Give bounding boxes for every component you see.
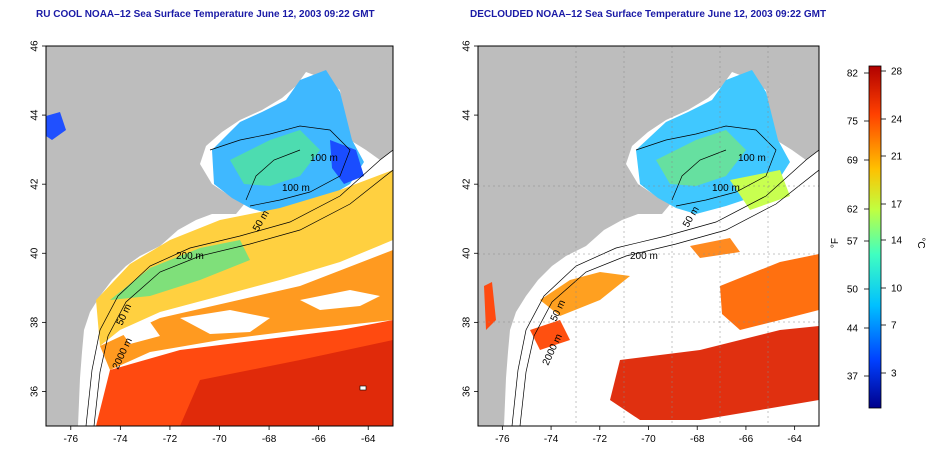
depth-label: 200 m — [176, 251, 204, 262]
celsius-tick-label: 10 — [891, 284, 903, 295]
x-tick-label: -66 — [311, 434, 326, 445]
x-tick-label: -74 — [113, 434, 128, 445]
y-tick-label: 40 — [462, 247, 473, 259]
x-tick-label: -70 — [212, 434, 227, 445]
fahrenheit-axis-label: °F — [830, 238, 841, 248]
x-tick-label: -64 — [787, 434, 802, 445]
x-tick-label: -76 — [495, 434, 510, 445]
celsius-tick-label: 3 — [891, 369, 897, 380]
y-tick-label: 42 — [30, 178, 41, 190]
fahrenheit-tick-label: 62 — [847, 205, 859, 216]
y-tick-label: 36 — [462, 385, 473, 397]
celsius-tick-label: 17 — [891, 200, 903, 211]
fahrenheit-tick-label: 57 — [847, 237, 859, 248]
x-tick-label: -68 — [690, 434, 705, 445]
celsius-tick-label: 21 — [891, 152, 903, 163]
depth-label: 200 m — [630, 251, 658, 262]
fahrenheit-tick-label: 37 — [847, 372, 859, 383]
celsius-tick-label: 28 — [891, 67, 903, 78]
land-mass — [478, 46, 819, 426]
right-axes: -76 -74 -72 -70 -68 -66 -64 36 38 40 42 44 46 — [462, 40, 803, 445]
x-tick-label: -70 — [641, 434, 656, 445]
left-axes: -76 -74 -72 -70 -68 -66 -64 36 38 40 42 44 46 — [29, 40, 375, 445]
celsius-axis-label: °C — [915, 237, 926, 248]
x-tick-label: -68 — [262, 434, 277, 445]
y-tick-label: 42 — [462, 178, 473, 190]
land-mass — [46, 46, 393, 426]
right-map-title: DECLOUDED NOAA–12 Sea Surface Temperatur… — [470, 9, 827, 20]
x-tick-label: -76 — [64, 434, 79, 445]
celsius-tick-label: 7 — [891, 321, 897, 332]
x-tick-label: -66 — [739, 434, 754, 445]
x-tick-label: -72 — [593, 434, 608, 445]
y-tick-label: 46 — [462, 40, 473, 52]
x-tick-label: -74 — [544, 434, 559, 445]
fahrenheit-tick-label: 75 — [847, 117, 859, 128]
depth-label: 100 m — [310, 153, 338, 164]
x-tick-label: -72 — [163, 434, 178, 445]
depth-label: 100 m — [738, 153, 766, 164]
y-tick-label: 40 — [29, 247, 40, 259]
left-map-panel: 100 m 100 m 50 m 200 m 50 m 2000 m — [45, 45, 394, 427]
x-tick-label: -64 — [361, 434, 376, 445]
temperature-colorbar: 82 75 69 62 57 50 44 37 28 24 21 17 14 10 7 3 °F °C — [830, 65, 926, 409]
y-tick-label: 44 — [30, 109, 41, 121]
fahrenheit-tick-label: 44 — [847, 324, 859, 335]
depth-label: 100 m — [712, 183, 740, 194]
right-map-panel: 100 m 100 m 50 m 200 m 50 m 2000 m — [477, 45, 820, 427]
fahrenheit-tick-label: 69 — [847, 156, 859, 167]
y-tick-label: 46 — [30, 40, 41, 52]
y-tick-label: 44 — [462, 109, 473, 121]
fahrenheit-tick-label: 50 — [847, 285, 859, 296]
celsius-tick-label: 14 — [891, 236, 903, 247]
y-tick-label: 38 — [30, 316, 41, 328]
celsius-tick-label: 24 — [891, 115, 903, 126]
y-tick-label: 36 — [30, 385, 41, 397]
y-tick-label: 38 — [462, 316, 473, 328]
fahrenheit-tick-label: 82 — [847, 69, 859, 80]
depth-label: 100 m — [282, 183, 310, 194]
left-map-title: RU COOL NOAA–12 Sea Surface Temperature … — [36, 9, 375, 20]
